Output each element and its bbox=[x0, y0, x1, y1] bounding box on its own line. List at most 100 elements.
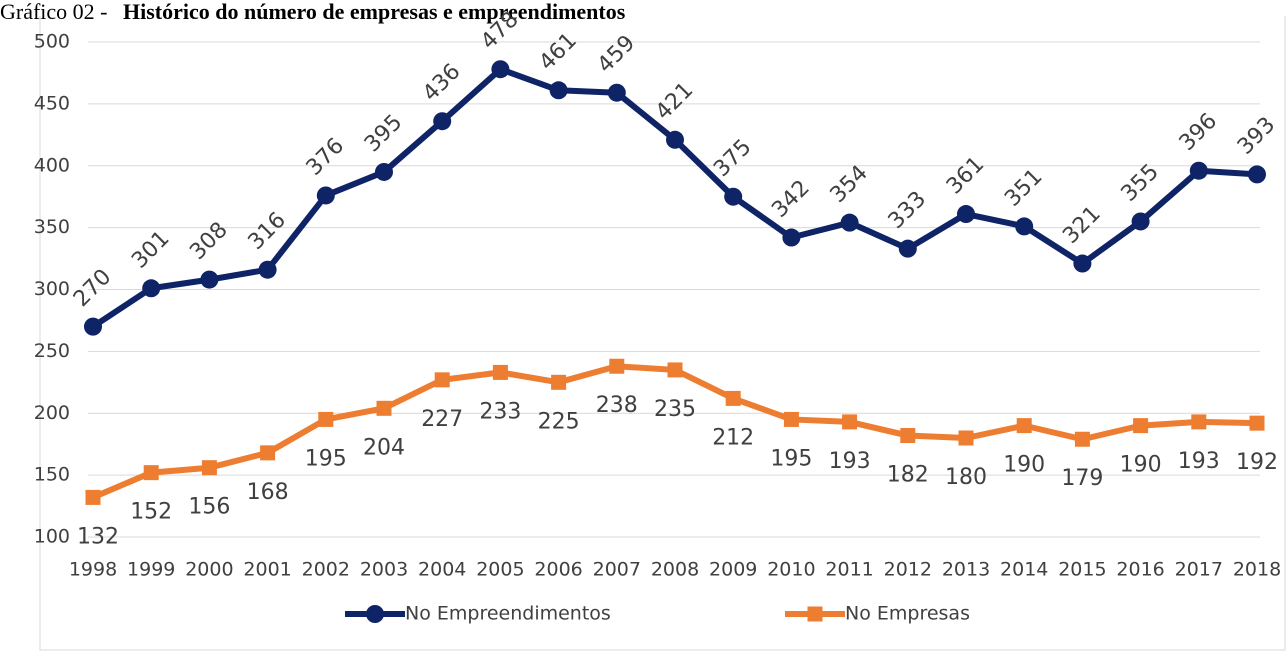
data-label: 193 bbox=[829, 449, 871, 474]
x-tick-label: 2011 bbox=[825, 559, 873, 581]
chart-label: Gráfico 02 - bbox=[0, 0, 108, 24]
point bbox=[1249, 415, 1265, 431]
legend-marker bbox=[807, 606, 823, 622]
x-tick-label: 2016 bbox=[1116, 559, 1164, 581]
point bbox=[492, 364, 508, 380]
x-tick-label: 2007 bbox=[593, 559, 641, 581]
point bbox=[258, 260, 277, 279]
point bbox=[900, 428, 916, 444]
data-label: 182 bbox=[887, 463, 929, 488]
title-band bbox=[0, 0, 1286, 16]
data-label: 179 bbox=[1061, 466, 1103, 491]
data-label: 168 bbox=[247, 480, 289, 505]
point bbox=[667, 362, 683, 378]
point bbox=[433, 112, 452, 131]
point bbox=[1189, 161, 1208, 180]
y-tick-label: 300 bbox=[34, 278, 70, 300]
data-label: 233 bbox=[479, 399, 521, 424]
x-tick-label: 2012 bbox=[884, 559, 932, 581]
y-tick-label: 100 bbox=[34, 526, 70, 548]
point bbox=[375, 162, 393, 181]
point bbox=[842, 414, 858, 430]
data-label: 193 bbox=[1178, 449, 1220, 474]
point bbox=[1074, 431, 1090, 447]
data-label: 156 bbox=[188, 495, 230, 520]
data-label: 238 bbox=[596, 393, 638, 418]
x-tick-label: 2018 bbox=[1233, 559, 1281, 581]
point bbox=[142, 279, 161, 298]
x-tick-label: 2014 bbox=[1000, 559, 1048, 581]
point bbox=[1073, 254, 1092, 273]
x-tick-label: 2010 bbox=[767, 559, 815, 581]
point bbox=[725, 390, 741, 406]
data-label: 190 bbox=[1003, 453, 1045, 478]
point bbox=[783, 411, 799, 427]
x-tick-label: 2002 bbox=[302, 559, 350, 581]
y-tick-label: 250 bbox=[34, 340, 70, 362]
point bbox=[200, 270, 219, 289]
y-tick-label: 500 bbox=[34, 31, 70, 53]
data-label: 152 bbox=[130, 500, 172, 525]
point bbox=[898, 239, 917, 258]
x-tick-label: 2004 bbox=[418, 559, 466, 581]
point bbox=[434, 372, 450, 388]
x-tick-label: 2013 bbox=[942, 559, 990, 581]
data-label: 225 bbox=[538, 409, 580, 434]
point bbox=[491, 60, 510, 79]
point bbox=[549, 81, 568, 100]
point bbox=[1248, 165, 1266, 184]
chart-frame bbox=[39, 14, 1286, 651]
point bbox=[1191, 414, 1207, 430]
point bbox=[840, 213, 859, 232]
point bbox=[318, 411, 334, 427]
x-tick-label: 2009 bbox=[709, 559, 757, 581]
point bbox=[957, 205, 975, 224]
point bbox=[85, 489, 101, 505]
legend-label: No Empresas bbox=[845, 603, 970, 625]
x-tick-label: 1999 bbox=[127, 559, 175, 581]
point bbox=[260, 445, 276, 461]
data-label: 192 bbox=[1236, 450, 1278, 475]
data-label: 180 bbox=[945, 465, 987, 490]
x-tick-label: 2005 bbox=[476, 559, 524, 581]
data-label: 235 bbox=[654, 397, 696, 422]
data-label: 132 bbox=[77, 524, 119, 549]
point bbox=[782, 228, 801, 247]
point bbox=[84, 317, 102, 336]
point bbox=[316, 186, 335, 205]
point bbox=[1133, 418, 1149, 434]
y-tick-label: 450 bbox=[34, 92, 70, 114]
x-tick-label: 2008 bbox=[651, 559, 699, 581]
data-label: 212 bbox=[712, 425, 754, 450]
y-tick-label: 150 bbox=[34, 464, 70, 486]
point bbox=[666, 130, 684, 149]
point bbox=[958, 430, 974, 446]
data-label: 195 bbox=[305, 446, 347, 471]
point bbox=[376, 400, 392, 416]
point bbox=[201, 460, 217, 476]
x-tick-label: 2003 bbox=[360, 559, 408, 581]
chart-title: Histórico do número de empresas e empree… bbox=[123, 0, 626, 24]
point bbox=[143, 465, 159, 481]
data-label: 195 bbox=[770, 446, 812, 471]
data-label: 190 bbox=[1120, 453, 1162, 478]
y-tick-label: 200 bbox=[34, 402, 70, 424]
x-tick-label: 2001 bbox=[243, 559, 291, 581]
x-tick-label: 2017 bbox=[1175, 559, 1223, 581]
x-tick-label: 1998 bbox=[69, 559, 117, 581]
point bbox=[609, 358, 625, 374]
y-tick-label: 400 bbox=[34, 154, 70, 176]
point bbox=[551, 374, 567, 390]
point bbox=[1015, 217, 1034, 236]
x-tick-label: 2015 bbox=[1058, 559, 1106, 581]
data-label: 204 bbox=[363, 435, 405, 460]
x-tick-label: 2006 bbox=[534, 559, 582, 581]
point bbox=[724, 187, 743, 206]
legend-marker bbox=[366, 605, 384, 623]
point bbox=[607, 83, 626, 102]
y-tick-label: 350 bbox=[34, 216, 70, 238]
point bbox=[1016, 418, 1032, 434]
x-tick-label: 2000 bbox=[185, 559, 233, 581]
data-label: 227 bbox=[421, 407, 463, 432]
